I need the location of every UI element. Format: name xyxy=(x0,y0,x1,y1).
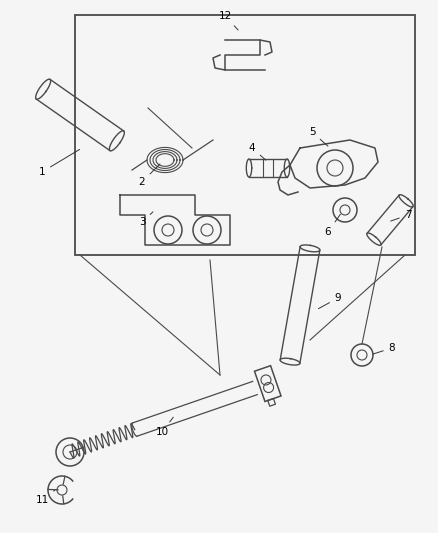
Text: 2: 2 xyxy=(139,164,160,187)
Text: 1: 1 xyxy=(39,149,80,177)
Text: 7: 7 xyxy=(391,210,411,221)
Text: 11: 11 xyxy=(35,490,55,505)
Text: 6: 6 xyxy=(325,214,340,237)
Text: 9: 9 xyxy=(318,293,341,309)
Text: 5: 5 xyxy=(309,127,328,146)
Bar xyxy=(75,15,415,255)
Text: 3: 3 xyxy=(139,212,153,227)
Text: 10: 10 xyxy=(155,417,173,437)
Text: 4: 4 xyxy=(249,143,266,160)
Text: 12: 12 xyxy=(219,11,238,30)
Text: 8: 8 xyxy=(373,343,396,354)
